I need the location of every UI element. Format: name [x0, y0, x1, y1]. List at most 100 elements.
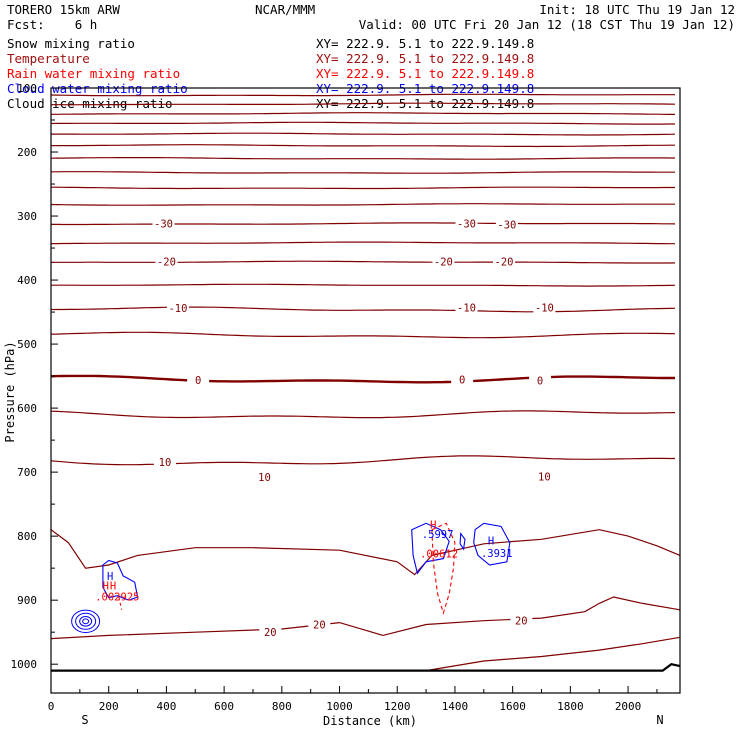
temperature-isotherm: [51, 132, 676, 136]
contour-label-mask: [510, 614, 533, 626]
contour-label: -10: [535, 303, 554, 315]
y-tick-label: 600: [17, 402, 37, 415]
contour-label-mask: [187, 373, 210, 385]
temperature-isotherm: [50, 157, 675, 160]
contour-label-mask: [451, 373, 474, 385]
valid-time: Valid: 00 UTC Fri 20 Jan 12 (18 CST Thu …: [359, 17, 735, 32]
contour-label-mask: [308, 618, 331, 630]
cloud-water-contour: [71, 609, 101, 633]
temperature-isotherm: [50, 121, 675, 125]
temperature-isotherm: [50, 410, 676, 419]
x-tick-label: 1200: [384, 700, 411, 713]
cloud-water-contour: [75, 612, 97, 630]
contour-label-mask: [253, 471, 276, 483]
x-tick-label: 2000: [615, 700, 642, 713]
contour-label-mask: [495, 218, 518, 230]
temperature-isotherm: [51, 144, 675, 148]
contour-label: H: [107, 571, 113, 583]
contour-label-mask: [153, 455, 176, 467]
contour-label: .3931: [481, 548, 513, 560]
contour-label: -20: [434, 256, 453, 268]
contour-label: 10: [538, 472, 551, 484]
x-tick-label: 1800: [557, 700, 584, 713]
contour-label: 0: [537, 376, 543, 388]
y-tick-label: 300: [17, 210, 37, 223]
forecast-hour: Fcst: 6 h: [7, 17, 97, 32]
contour-label: 20: [515, 616, 528, 628]
y-tick-label: 400: [17, 274, 37, 287]
x-axis-label: Distance (km): [323, 714, 417, 728]
model-title: TORERO 15km ARW: [7, 2, 120, 17]
legend-field-xy: XY= 222.9. 5.1 to 222.9.149.8: [316, 66, 534, 81]
y-tick-label: 900: [17, 594, 37, 607]
contour-label-mask: [529, 374, 552, 386]
rain-water-contour: [431, 522, 456, 615]
temperature-isotherm: [51, 283, 676, 287]
y-tick-label: 500: [17, 338, 37, 351]
x-tick-label: 600: [214, 700, 234, 713]
temperature-isotherm: [50, 455, 675, 466]
legend-field-name: Snow mixing ratio: [7, 36, 135, 51]
contour-label: -10: [168, 303, 187, 315]
contour-label: 0: [459, 374, 465, 386]
contour-label-mask: [155, 255, 178, 267]
contour-label-mask: [259, 626, 282, 638]
y-tick-label: 700: [17, 466, 37, 479]
center-title: NCAR/MMM: [255, 2, 315, 17]
contour-label: .5997: [422, 529, 454, 541]
temperature-isotherm: [50, 260, 676, 264]
contour-label-mask: [432, 255, 455, 267]
y-tick-label: 800: [17, 530, 37, 543]
x-tick-label: 800: [272, 700, 292, 713]
temperature-isotherm: [50, 596, 681, 640]
legend-field-name: Temperature: [7, 51, 90, 66]
contour-label: 10: [258, 472, 271, 484]
legend-field-xy: XY= 222.9. 5.1 to 222.9.149.8: [316, 51, 534, 66]
cloud-water-contour: [82, 618, 90, 625]
contour-label: H: [103, 580, 109, 592]
temperature-isotherm: [426, 636, 681, 672]
temperature-isotherm: [50, 93, 675, 97]
temperature-isotherm: [50, 203, 675, 206]
contour-label: 20: [264, 627, 277, 639]
y-tick-label: 200: [17, 146, 37, 159]
legend-field-xy: XY= 222.9. 5.1 to 222.9.149.8: [316, 36, 534, 51]
temperature-isotherm: [50, 374, 675, 384]
contour-label: -10: [457, 303, 476, 315]
temperature-isotherm: [51, 306, 676, 313]
cloud-water-contour: [102, 559, 139, 601]
temperature-isotherm: [51, 222, 676, 226]
contour-label-mask: [533, 301, 556, 313]
contour-label-mask: [455, 301, 478, 313]
contour-label: -20: [157, 256, 176, 268]
temperature-isotherm: [50, 331, 676, 339]
contour-label: H: [430, 520, 436, 532]
temperature-isotherm: [51, 241, 675, 245]
cloud-water-contour: [411, 522, 450, 575]
y-tick-label: 1000: [11, 658, 38, 671]
temperature-isotherm: [51, 112, 675, 115]
contour-label: H: [110, 580, 116, 592]
temperature-isotherm: [51, 171, 675, 174]
contour-label-mask: [492, 255, 515, 267]
contour-label: -20: [495, 256, 514, 268]
axes: 0 200 400 600 800 1000 1200 1400 1600 1800 2000100…: [11, 82, 681, 713]
x-tick-label: 200: [99, 700, 119, 713]
contour-label: 0: [195, 375, 201, 387]
x-tick-label: 1400: [442, 700, 469, 713]
x-tick-label: 1000: [326, 700, 353, 713]
plot-area: -30 -30 -30 -20 -20 -20 -10 -10 -10 0 0 0 10 10 10 20 20…: [50, 93, 681, 672]
contour-label-mask: [533, 470, 556, 482]
cloud-water-contour: [79, 615, 93, 627]
right-endpoint-label: N: [656, 713, 663, 727]
contour-label-mask: [455, 217, 478, 229]
temperature-isotherm: [50, 529, 681, 576]
contour-label-mask: [152, 217, 175, 229]
cloud-water-contour: [459, 532, 466, 551]
x-tick-label: 0: [48, 700, 55, 713]
left-endpoint-label: S: [81, 713, 88, 727]
terrain-surface-line: [51, 663, 681, 672]
contour-label: H: [488, 536, 494, 548]
contour-label-mask: [166, 302, 189, 314]
